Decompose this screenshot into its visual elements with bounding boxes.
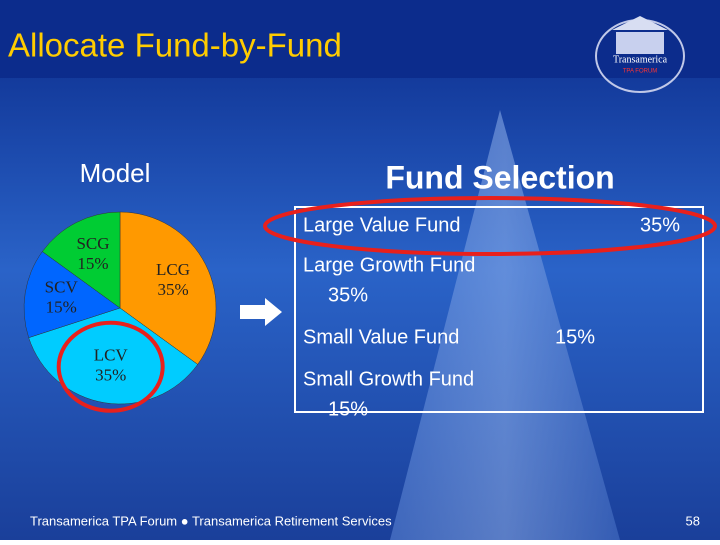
pie-slice [23,251,121,338]
fund-name: Small Growth Fund [303,368,474,390]
logo-tagline: TPA FORUM [623,69,658,75]
fund-percent: 15% [555,326,595,348]
fund-list: Large Value Fund 35% Large Growth Fund 35% S… [303,214,680,420]
page-number: 58 [686,513,700,528]
highlight-ring [56,320,165,413]
slide-title: Allocate Fund-by-Fund [8,27,342,64]
slice-label: SCV [45,278,79,297]
footer: Transamerica TPA Forum ● Transamerica Re… [30,513,392,528]
logo: Transamerica TPA FORUM [595,16,685,93]
slice-label: LCG [156,260,190,279]
tower-image [390,110,620,540]
slice-value-label: 35% [95,366,126,385]
pie-slice [41,211,121,309]
arrow [240,298,282,326]
fund-name: Large Value Fund [303,214,461,236]
slice-label: SCG [76,234,109,253]
slice-value-label: 15% [77,254,108,273]
fund-selection-title: Fund Selection [385,159,614,195]
pie-slice [119,211,217,365]
logo-name: Transamerica [613,54,668,65]
fund-name: Large Growth Fund [303,254,475,276]
highlight-ring [263,196,717,256]
slice-value-label: 35% [157,280,188,299]
pie-title: Model [80,158,151,188]
fund-percent: 35% [328,284,368,306]
fund-percent: 15% [328,398,368,420]
slice-label: LCV [94,346,129,365]
pie-slice [28,307,199,405]
slice-value-label: 15% [46,298,77,317]
fund-box [294,206,704,413]
fund-name: Small Value Fund [303,326,459,348]
fund-percent: 35% [640,214,680,236]
